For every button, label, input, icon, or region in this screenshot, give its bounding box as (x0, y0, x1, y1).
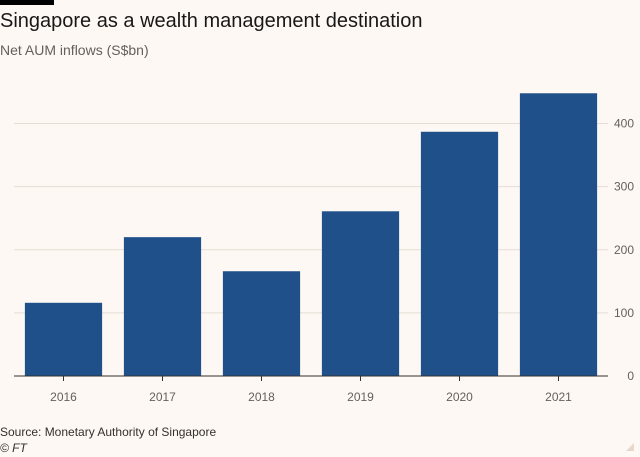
y-tick-labels: 0 100 200 300 400 (614, 117, 634, 383)
corner-mark (626, 443, 634, 451)
y-tick-label: 400 (614, 117, 634, 131)
gridlines (14, 123, 608, 314)
x-tick-label: 2020 (446, 390, 473, 404)
bars (24, 93, 598, 376)
x-tick-label: 2017 (149, 390, 176, 404)
x-tick-label: 2018 (248, 390, 275, 404)
bar-2017 (123, 237, 202, 376)
chart-subtitle: Net AUM inflows (S$bn) (0, 42, 149, 58)
y-tick-label: 200 (614, 243, 634, 257)
x-tick-label: 2019 (347, 390, 374, 404)
chart-title: Singapore as a wealth management destina… (0, 10, 423, 32)
source-note: Source: Monetary Authority of Singapore (0, 425, 217, 439)
ft-credit: © FT (0, 441, 27, 455)
bar-2020 (420, 131, 499, 376)
footer: Source: Monetary Authority of Singapore … (0, 425, 216, 455)
bar-chart: 0 100 200 300 400 2016 2017 2018 2019 2020 2021 (14, 93, 634, 404)
x-tick-label: 2021 (545, 390, 572, 404)
y-tick-label: 100 (614, 306, 634, 320)
bar-2016 (24, 302, 103, 376)
x-tick-labels: 2016 2017 2018 2019 2020 2021 (50, 376, 572, 404)
bar-2019 (321, 211, 400, 376)
bar-2018 (222, 271, 301, 376)
bar-2021 (519, 93, 598, 376)
y-tick-label: 300 (614, 180, 634, 194)
x-tick-label: 2016 (50, 390, 77, 404)
brand-bar (0, 0, 54, 5)
y-tick-label: 0 (627, 369, 634, 383)
